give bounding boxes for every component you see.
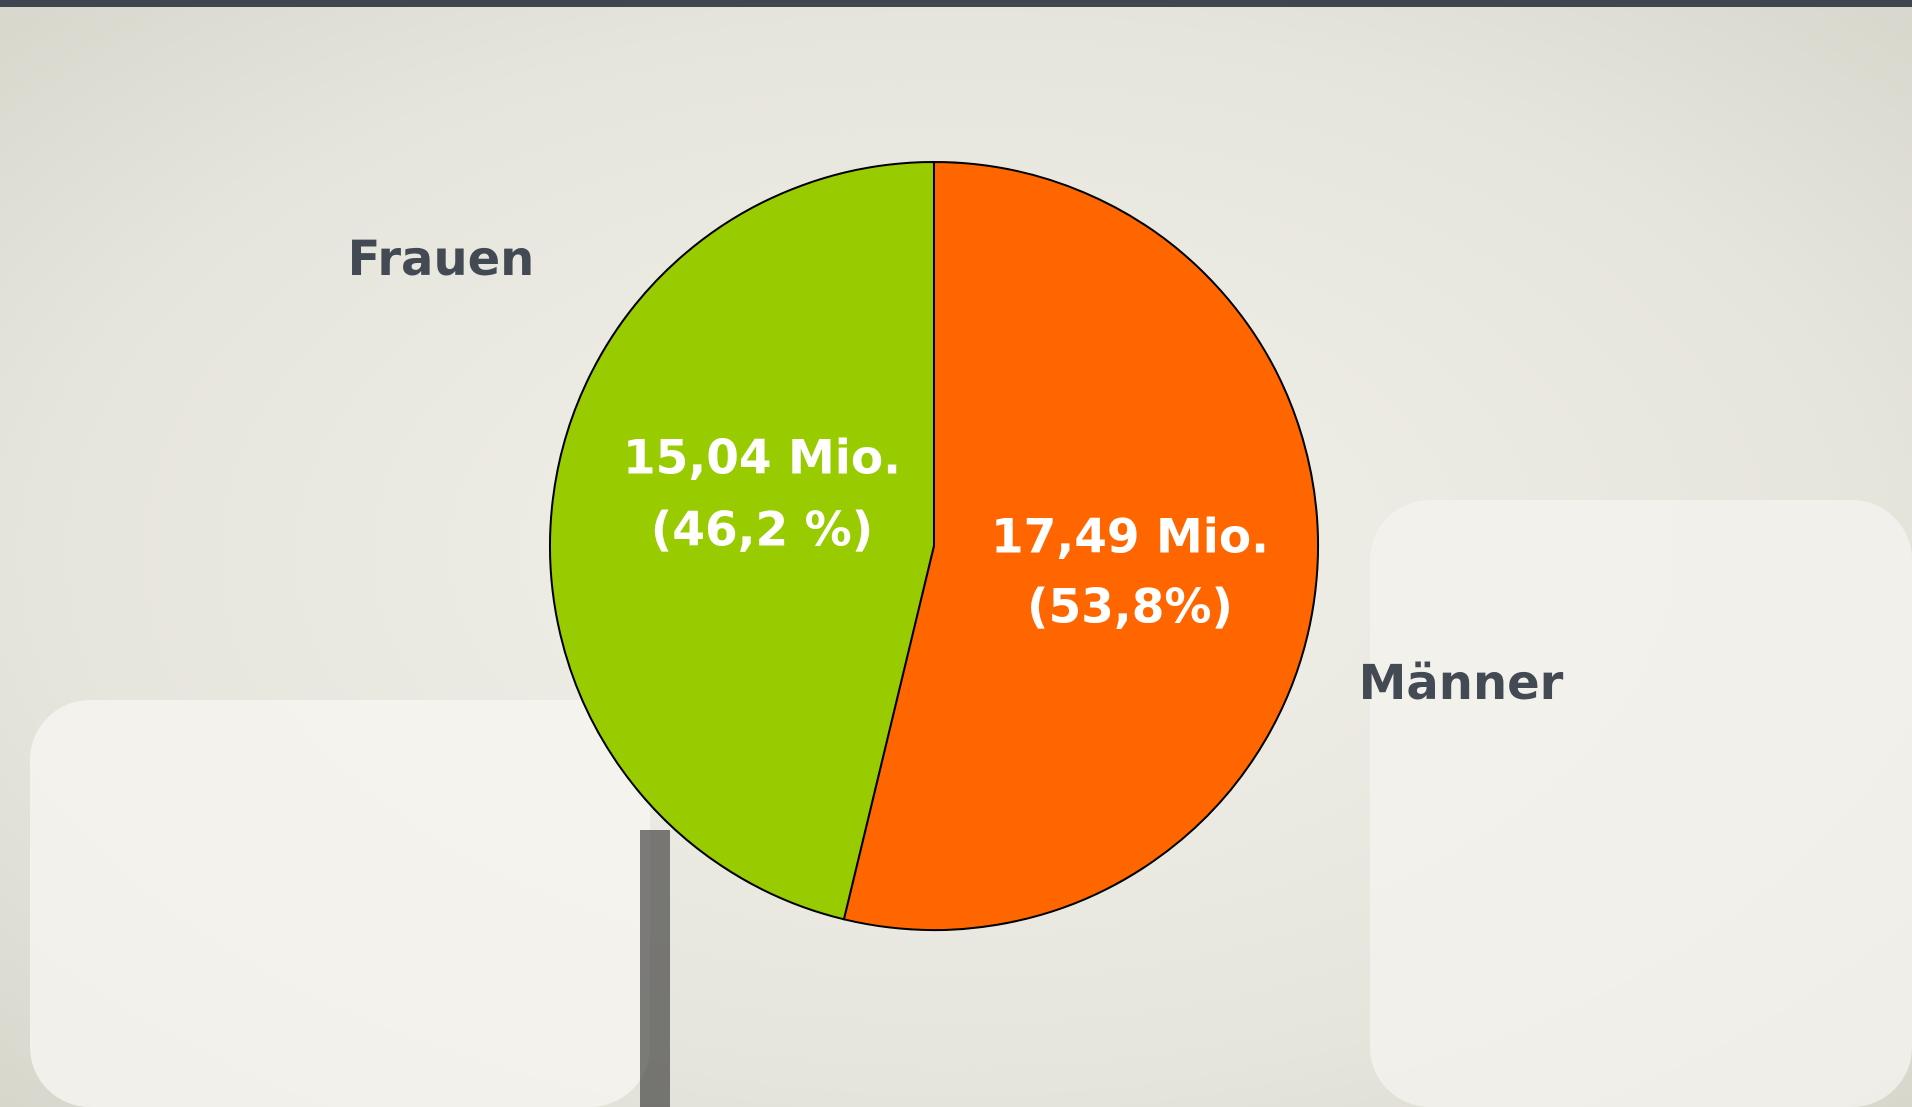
value-label: 17,49 Mio. — [991, 510, 1269, 565]
key-gap — [640, 830, 670, 1107]
top-rule — [0, 0, 1912, 7]
percentage-label: (53,8%) — [1027, 580, 1233, 635]
pie-slice — [549, 160, 935, 921]
pie — [549, 160, 1319, 931]
category-label: Frauen — [348, 231, 535, 287]
value-label: 15,04 Mio. — [623, 431, 901, 486]
percentage-label: (46,2 %) — [651, 503, 873, 558]
category-label: Männer — [1359, 655, 1564, 711]
key-shape — [30, 700, 650, 1107]
pie-slice — [842, 160, 1319, 931]
key-shape — [1370, 500, 1912, 1107]
